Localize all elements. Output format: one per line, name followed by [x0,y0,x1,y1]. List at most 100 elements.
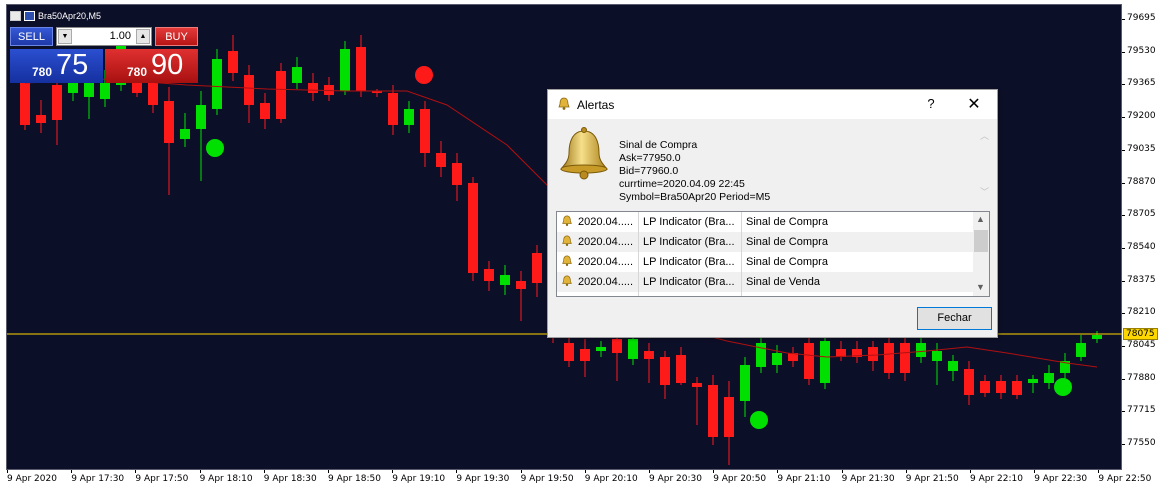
scroll-up-icon[interactable]: ︿ [980,131,990,141]
candle-body[interactable] [932,351,942,361]
candle-body[interactable] [452,163,462,185]
candle-body[interactable] [276,71,286,119]
list-scrollbar[interactable]: ▲ ▼ [973,212,989,296]
candle-body[interactable] [788,353,798,361]
candle-body[interactable] [68,77,78,93]
candle-body[interactable] [996,381,1006,393]
candle-body[interactable] [1076,343,1086,357]
candle-body[interactable] [340,49,350,91]
candle-body[interactable] [84,77,94,97]
candle-body[interactable] [100,83,110,99]
candle-body[interactable] [420,109,430,153]
scroll-down-icon[interactable]: ▼ [976,282,985,292]
lot-decrease-icon[interactable]: ▼ [58,29,72,44]
candle-body[interactable] [196,105,206,129]
scroll-up-icon[interactable]: ▲ [976,214,985,224]
price-axis[interactable]: 79695 79530 79365 79200 79035 78870 78705 78540… [1122,4,1172,470]
fechar-button[interactable]: Fechar [917,307,992,330]
candle-body[interactable] [708,385,718,437]
candle-body[interactable] [36,115,46,123]
candle-body[interactable] [836,349,846,357]
candle-body[interactable] [628,339,638,359]
candle-body[interactable] [52,85,62,120]
help-button[interactable]: ? [927,96,935,111]
price-tick [1122,149,1125,151]
dialog-titlebar[interactable]: Alertas ? ✕ [548,90,997,119]
candle-body[interactable] [1028,379,1038,383]
scroll-down-icon[interactable]: ﹀ [980,187,990,197]
sell-button[interactable]: SELL [10,27,53,46]
candle-body[interactable] [164,101,174,143]
lot-increase-icon[interactable]: ▲ [136,29,150,44]
candle-body[interactable] [596,347,606,351]
candle-body[interactable] [404,109,414,125]
alerts-list[interactable]: 2020.04..... LP Indicator (Bra... Sinal de… [556,211,990,297]
candle-body[interactable] [820,341,830,383]
candle-body[interactable] [964,369,974,395]
candle-body[interactable] [468,183,478,273]
sell-price-box[interactable]: 780 75 [10,49,103,83]
candle-body[interactable] [180,129,190,139]
candle-body[interactable] [436,153,446,167]
candle-body[interactable] [132,73,142,93]
candle-body[interactable] [868,347,878,361]
message-line: Ask=77950.0 [619,152,681,164]
candle-body[interactable] [372,91,382,93]
candle-body[interactable] [756,343,766,367]
price-label: 79530 [1127,45,1156,56]
candle-body[interactable] [612,339,622,353]
list-item[interactable]: 2020.04..... LP Indicator (Bra... Sinal de… [557,212,973,232]
bell-icon [561,215,573,230]
candle-body[interactable] [212,59,222,109]
candle-body[interactable] [292,67,302,83]
candle-body[interactable] [1044,373,1054,383]
candle-body[interactable] [356,47,366,91]
list-item[interactable]: 2020.04..... LP Indicator (Bra... Sinal de… [557,272,973,292]
message-scrollbar[interactable]: ︿ ﹀ [978,127,992,202]
lot-size-field[interactable]: ▼ 1.00 ▲ [56,27,152,46]
candle-body[interactable] [324,85,334,95]
candle-body[interactable] [884,343,894,373]
candle-body[interactable] [852,349,862,357]
candle-body[interactable] [772,353,782,365]
candle-body[interactable] [532,253,542,283]
candle-body[interactable] [244,75,254,105]
lot-value[interactable]: 1.00 [109,30,131,42]
candle-body[interactable] [692,383,702,387]
candle-body[interactable] [724,397,734,437]
close-button[interactable]: ✕ [967,96,981,113]
candle-body[interactable] [948,361,958,371]
candle-body[interactable] [228,51,238,73]
buy-price-box[interactable]: 780 90 [105,49,198,83]
candle-body[interactable] [20,83,30,125]
list-item[interactable]: 2020.04..... LP Indicator (Bra... Sinal de… [557,252,973,272]
chart-window-icon[interactable] [10,11,21,21]
candle-body[interactable] [500,275,510,285]
candle-body[interactable] [580,349,590,361]
buy-button[interactable]: BUY [155,27,198,46]
candle-body[interactable] [484,269,494,281]
candle-body[interactable] [308,83,318,93]
candle-body[interactable] [1012,381,1022,395]
candle-body[interactable] [916,343,926,357]
candle-body[interactable] [660,357,670,385]
candle-body[interactable] [980,381,990,393]
candle-body[interactable] [148,73,158,105]
scroll-thumb[interactable] [974,230,988,252]
candle-body[interactable] [676,355,686,383]
candle-body[interactable] [516,281,526,289]
candle-body[interactable] [1092,335,1102,339]
list-item[interactable]: 2020.04..... LP Indicator (Bra... Sinal de… [557,232,973,252]
price-tick [1122,247,1125,249]
time-label: 9 Apr 21:30 [841,474,895,484]
message-line: Sinal de Compra [619,139,698,151]
candle-body[interactable] [740,365,750,401]
candle-body[interactable] [644,351,654,359]
time-tick [199,470,201,473]
candle-body[interactable] [564,343,574,361]
candle-body[interactable] [804,343,814,379]
candle-body[interactable] [900,343,910,373]
candle-body[interactable] [260,103,270,119]
candle-body[interactable] [1060,361,1070,373]
candle-body[interactable] [388,93,398,125]
